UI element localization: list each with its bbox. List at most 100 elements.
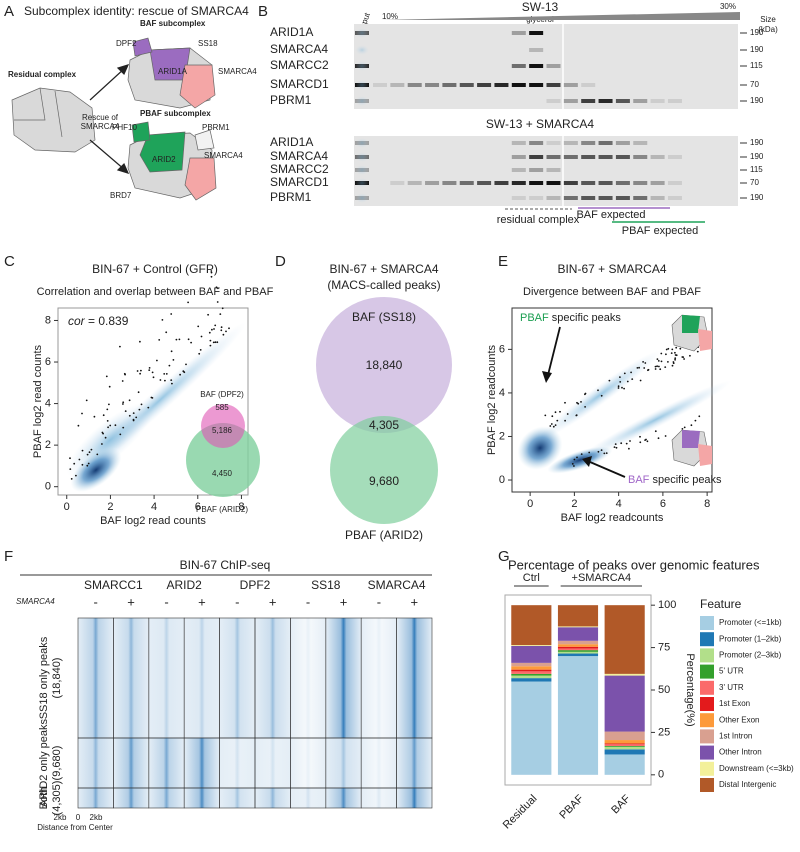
row-label: SMARCD1 [270,77,329,91]
band [563,99,578,103]
outlier-point [139,340,141,343]
outlier-point [86,453,89,456]
label: Size [760,15,776,24]
legend-label: Promoter (2–3kb) [719,651,782,660]
bar-segment [511,669,552,672]
condition-plus: + [411,594,419,609]
size-label: 115 [750,61,763,70]
outlier-point [220,329,223,332]
arrow-head [542,371,552,383]
band [581,155,596,159]
outlier-point [135,416,138,419]
bar-segment [511,662,552,667]
band [581,196,596,200]
density [579,380,731,460]
x-tick-label: Residual [501,793,540,832]
legend-swatch [700,778,714,792]
size-label: 190 [750,193,764,202]
annotation-part: PBAF [520,312,549,324]
venn-label: BAF (SS18) [352,310,416,324]
outlier-point [664,366,667,368]
outlier-point [660,360,663,363]
band [667,99,682,103]
annotation: PBAF expected [622,225,698,237]
gel-title: SW-13 [522,0,559,14]
y-tick-label: 0 [45,481,51,493]
legend-swatch [700,729,714,744]
band [529,168,544,172]
label: SS18 [198,39,218,48]
outlier-point [674,351,676,354]
outlier-point [208,331,211,334]
legend-swatch [700,761,714,776]
heatmap-block [148,787,185,809]
y-axis-label: Percentage(%) [684,653,696,726]
outlier-point [106,408,109,411]
bar-segment [604,754,645,775]
bar-segment [604,673,645,676]
bar-segment [511,666,552,670]
label: BRD7 [110,191,132,200]
legend-label: Distal Intergenic [719,780,776,789]
outlier-point [674,358,676,361]
outlier-point [105,375,108,378]
y-tick-label: 6 [499,343,505,355]
outlier-point [171,382,173,385]
outlier-point [114,424,117,427]
band [563,155,578,159]
outlier-point [124,410,127,412]
legend-swatch [700,664,714,679]
ladder [355,138,369,148]
outlier-point [147,406,150,409]
panel-subtitle: Correlation and overlap between BAF and … [37,286,274,298]
outlier-point [631,378,634,380]
group-label: +SMARCA4 [572,572,632,584]
x-tick-label: PBAF [557,792,586,821]
heatmap-block [183,737,220,789]
band [529,64,544,68]
band [633,196,648,200]
outlier-point [549,425,552,427]
band [546,155,561,159]
outlier-point [132,412,135,414]
bar-segment [604,744,645,746]
outlier-point [620,442,623,445]
heatmap-block [219,787,256,809]
band [529,155,544,159]
outlier-point [614,443,617,445]
heatmap-block [148,617,185,739]
heatmap-block [183,617,220,739]
band [511,31,526,35]
outlier-point [78,458,81,461]
outlier-point [122,403,124,405]
outlier-point [580,401,582,403]
y-tick-label: 50 [658,684,670,696]
outlier-point [654,368,657,370]
outlier-point [630,371,632,374]
band [598,196,613,200]
outlier-point [605,452,608,454]
legend-label: 5' UTR [719,667,744,676]
heatmap-block [113,737,150,789]
band [563,141,578,145]
outlier-point [220,326,223,329]
outlier-point [556,419,559,422]
band [615,155,630,159]
band [563,83,578,87]
outlier-point [682,356,685,358]
band [511,181,526,185]
outlier-point [151,397,154,399]
outlier-point [639,441,642,444]
heatmap-block [254,787,291,809]
band [407,83,422,87]
outlier-point [122,426,125,429]
band [529,141,544,145]
outlier-point [629,440,631,442]
label: PBRM1 [202,123,230,132]
panel-letter: D [275,253,286,270]
outlier-point [217,287,219,290]
heatmap-block [396,617,433,739]
outlier-point [187,301,190,304]
outlier-point [197,325,200,328]
legend-label: Other Exon [719,715,759,724]
